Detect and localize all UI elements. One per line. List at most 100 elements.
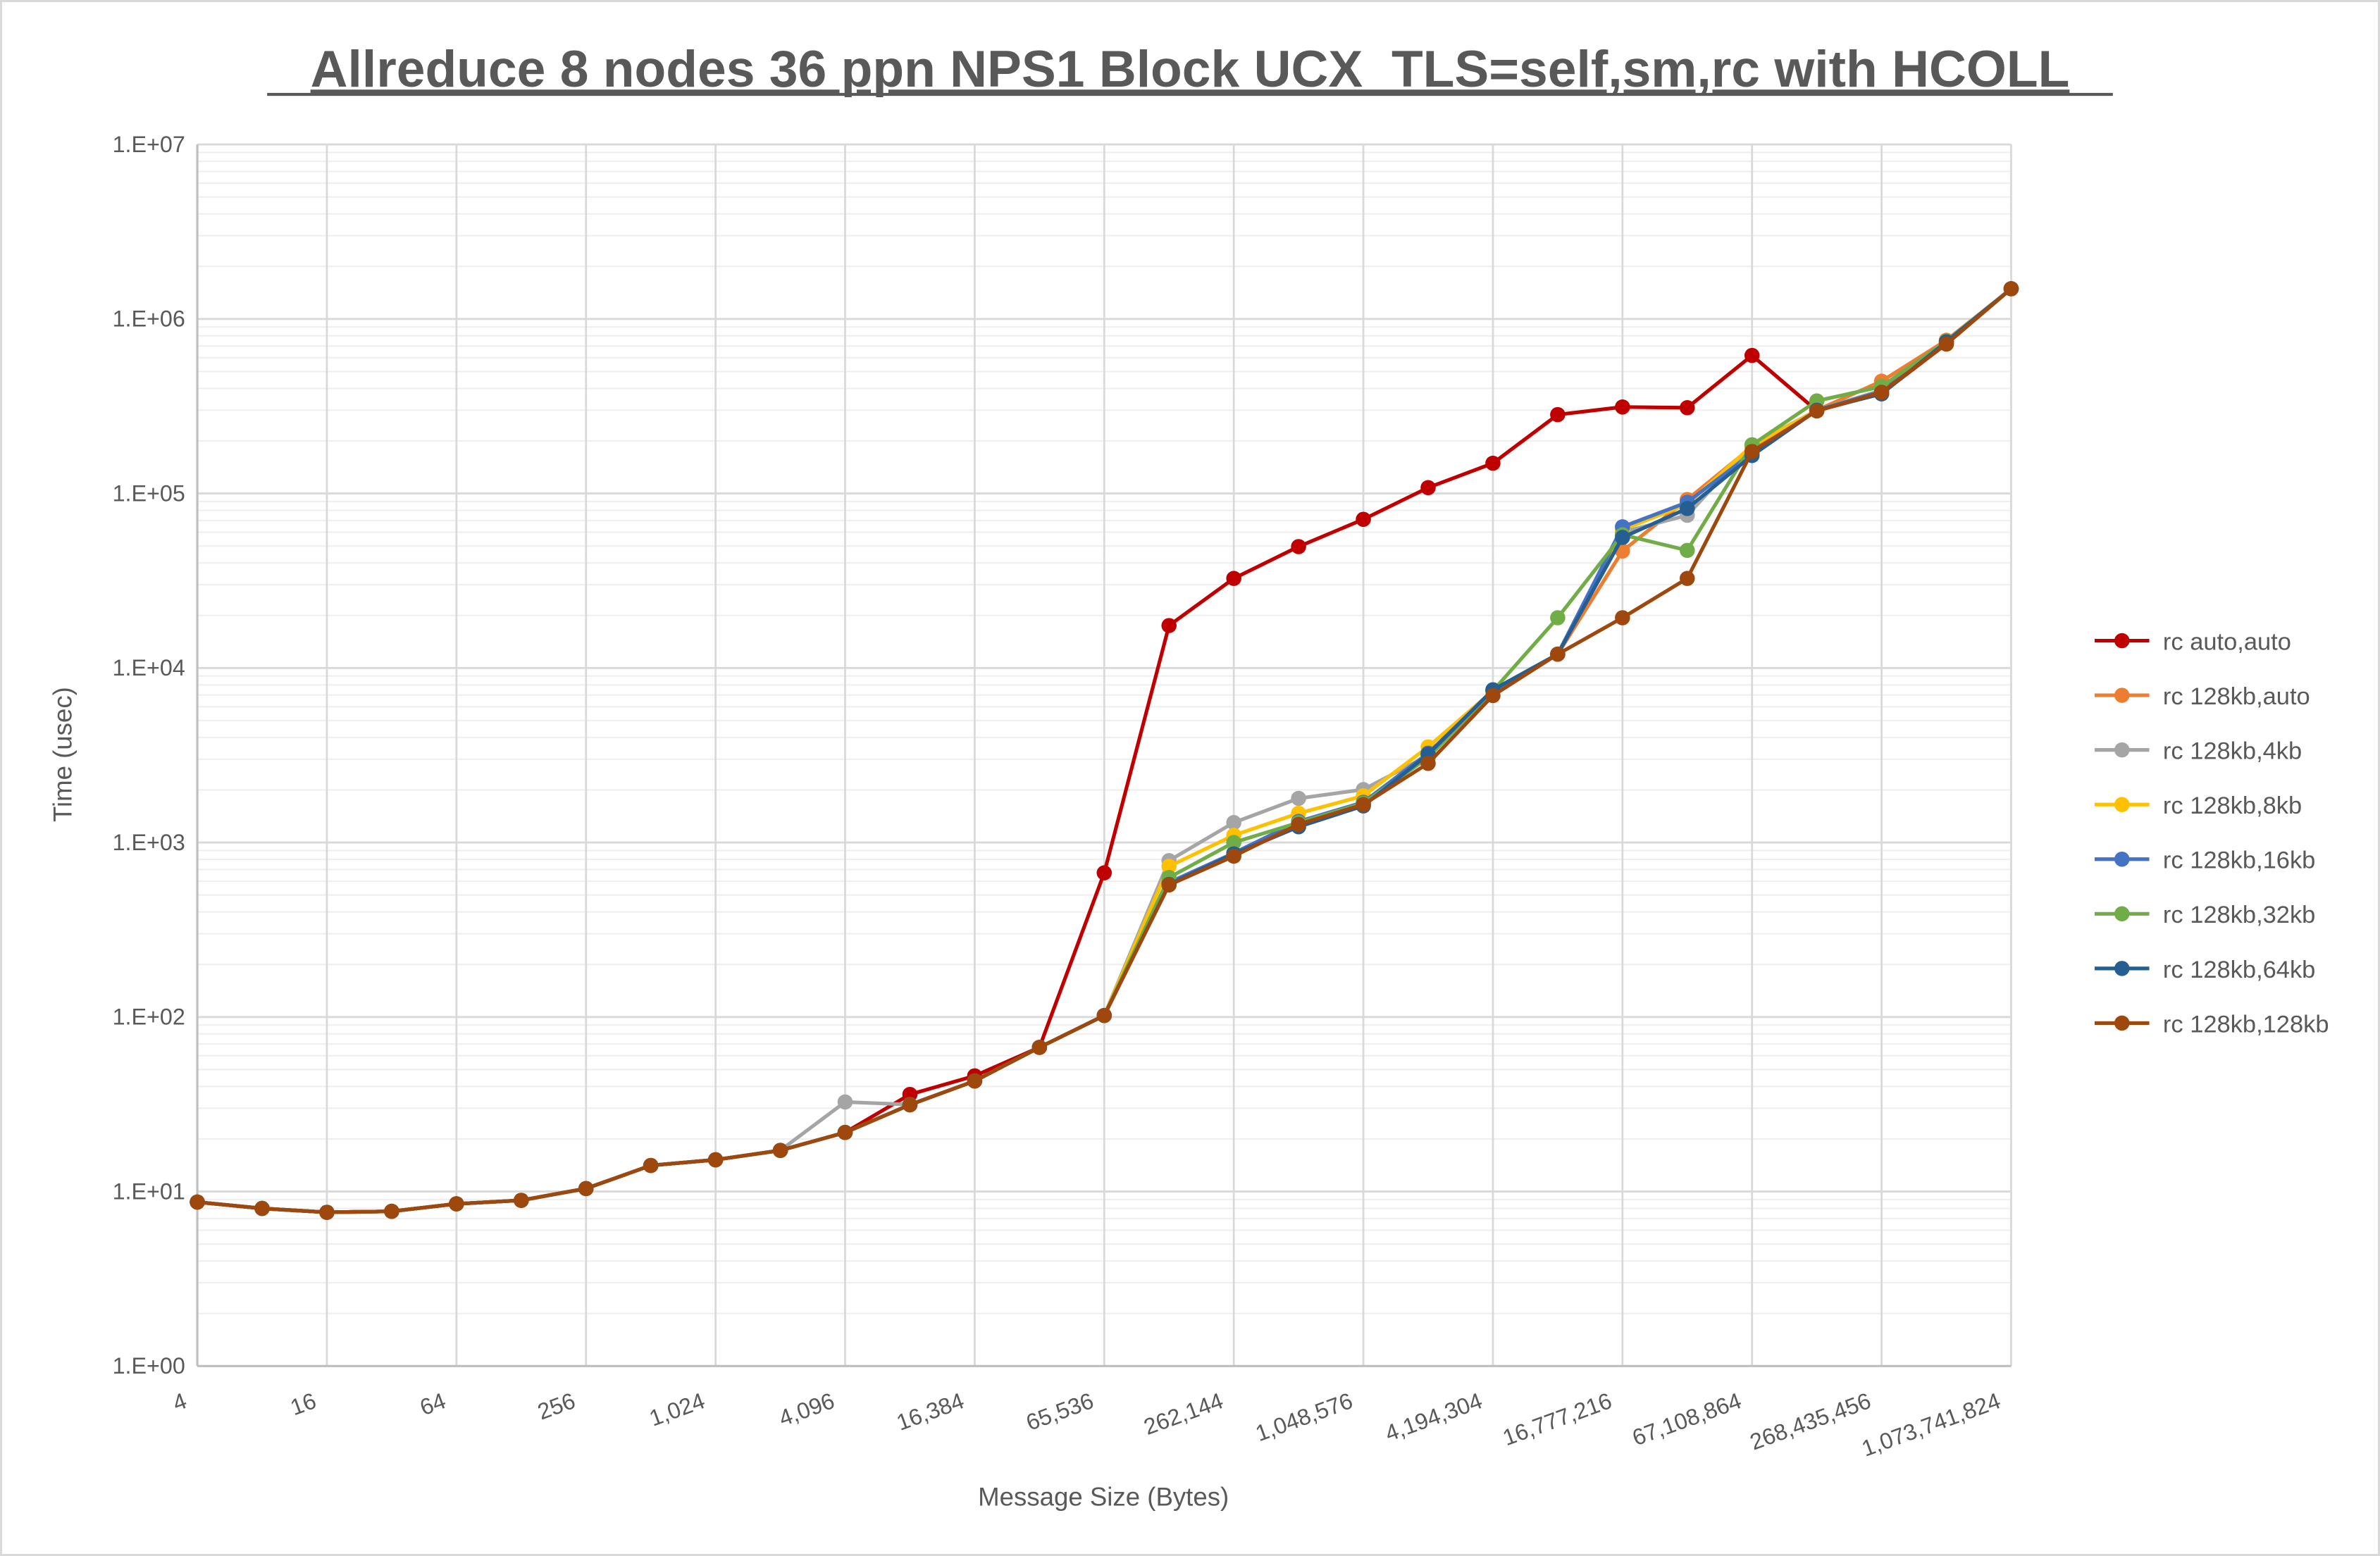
data-point — [967, 1073, 983, 1089]
y-tick-label: 1.E+06 — [113, 306, 185, 332]
data-point — [1096, 865, 1112, 880]
data-point — [1356, 797, 1371, 812]
y-tick-label: 1.E+03 — [113, 830, 185, 855]
legend-item: rc 128kb,4kb — [2094, 738, 2302, 765]
series-rc-128kb-128kb — [190, 281, 2019, 1220]
series-lines — [190, 281, 2019, 1220]
data-point — [1938, 336, 1954, 352]
legend-label: rc auto,auto — [2163, 628, 2291, 655]
legend-swatch-marker — [2114, 961, 2130, 976]
data-point — [1615, 530, 1630, 545]
y-tick-labels: 1.E+00 1.E+01 1.E+02 1.E+03 1.E+04 1.E+05 1.E+… — [113, 132, 185, 1378]
data-point — [384, 1203, 399, 1219]
x-tick-label: 64 — [416, 1388, 449, 1420]
data-point — [902, 1097, 918, 1113]
data-point — [1420, 480, 1436, 496]
y-tick-label: 1.E+01 — [113, 1178, 185, 1204]
x-tick-label: 256 — [534, 1388, 578, 1424]
y-tick-label: 1.E+00 — [113, 1353, 185, 1378]
data-point — [1680, 542, 1695, 559]
x-tick-label: 1,073,741,824 — [1859, 1388, 2004, 1461]
legend-swatch-marker — [2114, 797, 2130, 812]
data-point — [1680, 501, 1695, 516]
x-axis-title: Message Size (Bytes) — [978, 1483, 1229, 1512]
legend-item: rc 128kb,128kb — [2094, 1011, 2329, 1038]
data-point — [1485, 687, 1501, 704]
data-point — [190, 1194, 205, 1210]
data-point — [1809, 403, 1825, 419]
data-point — [514, 1193, 529, 1208]
data-point — [1873, 385, 1890, 400]
legend-label: rc 128kb,32kb — [2163, 902, 2315, 928]
legend-swatch-marker — [2114, 1015, 2130, 1031]
y-tick-label: 1.E+04 — [113, 655, 185, 680]
data-point — [1161, 859, 1177, 874]
x-tick-label: 67,108,864 — [1629, 1388, 1744, 1450]
data-point — [1615, 610, 1630, 625]
x-tick-label: 65,536 — [1023, 1388, 1097, 1436]
data-point — [1291, 539, 1306, 554]
x-tick-label: 262,144 — [1141, 1388, 1227, 1440]
data-point — [1550, 646, 1566, 662]
data-point — [1680, 571, 1695, 586]
y-tick-label: 1.E+05 — [113, 480, 185, 506]
x-tick-label: 16,777,216 — [1499, 1388, 1615, 1450]
legend-label: rc 128kb,16kb — [2163, 847, 2315, 874]
data-point — [1291, 816, 1306, 833]
data-point — [1680, 400, 1695, 416]
legend-label: rc 128kb,64kb — [2163, 957, 2315, 983]
legend-label: rc 128kb,8kb — [2163, 792, 2302, 819]
data-point — [319, 1205, 335, 1220]
data-point — [1420, 755, 1436, 771]
data-point — [1226, 848, 1241, 864]
chart-title: Allreduce 8 nodes 36 ppn NPS1 Block UCX_… — [311, 40, 2070, 98]
x-tick-label: 4 — [169, 1388, 190, 1416]
data-point — [1550, 610, 1566, 625]
legend-item: rc 128kb,auto — [2094, 683, 2310, 710]
data-point — [1744, 444, 1760, 459]
legend-swatch-marker — [2114, 906, 2130, 922]
y-tick-label: 1.E+07 — [113, 132, 185, 157]
data-point — [578, 1181, 594, 1197]
legend-swatch-marker — [2114, 687, 2130, 703]
data-point — [837, 1094, 853, 1110]
legend-item: rc 128kb,16kb — [2094, 847, 2315, 874]
data-point — [1226, 815, 1241, 830]
legend-swatch-marker — [2114, 633, 2130, 649]
data-point — [1226, 571, 1241, 586]
legend-label: rc 128kb,128kb — [2163, 1011, 2329, 1038]
data-point — [772, 1143, 788, 1158]
data-point — [1226, 835, 1241, 850]
data-point — [1615, 399, 1630, 415]
x-tick-label: 268,435,456 — [1747, 1388, 1874, 1455]
x-tick-label: 1,048,576 — [1252, 1388, 1356, 1446]
data-point — [449, 1196, 464, 1212]
x-tick-label: 16 — [287, 1388, 319, 1420]
data-point — [643, 1157, 659, 1174]
legend-label: rc 128kb,auto — [2163, 683, 2310, 710]
y-axis-title: Time (usec) — [48, 687, 77, 822]
legend-item: rc 128kb,32kb — [2094, 902, 2315, 928]
data-point — [1550, 406, 1566, 423]
x-tick-labels: 4 16 64 256 1,024 4,096 16,384 65,536 262,144 1,0… — [169, 1388, 2004, 1461]
gridlines — [196, 143, 2012, 1367]
legend-item: rc auto,auto — [2094, 628, 2291, 655]
data-point — [837, 1124, 853, 1140]
y-tick-label: 1.E+02 — [113, 1004, 185, 1030]
data-point — [1161, 877, 1177, 893]
legend-item: rc 128kb,8kb — [2094, 792, 2302, 819]
data-point — [1356, 511, 1371, 528]
data-point — [707, 1152, 724, 1168]
data-point — [1161, 618, 1177, 633]
x-tick-label: 4,096 — [776, 1388, 838, 1431]
legend-swatch-marker — [2114, 851, 2130, 867]
legend-label: rc 128kb,4kb — [2163, 738, 2302, 765]
x-tick-label: 4,194,304 — [1382, 1388, 1485, 1446]
data-point — [1744, 347, 1760, 363]
legend-swatch-marker — [2114, 742, 2130, 758]
data-point — [254, 1200, 270, 1216]
data-point — [1291, 790, 1306, 807]
x-tick-label: 1,024 — [646, 1388, 708, 1431]
